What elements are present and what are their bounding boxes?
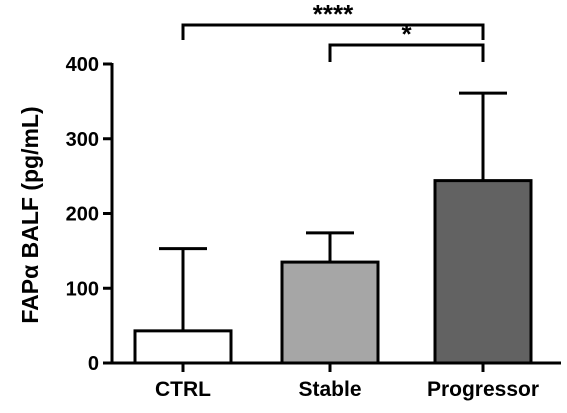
- y-tick-label-400: 400: [66, 54, 99, 76]
- significance-bracket-1: [181, 23, 485, 40]
- bar-stable: [280, 260, 380, 365]
- significance-bracket-2: [328, 43, 485, 62]
- y-tick-label-100: 100: [66, 278, 99, 300]
- x-tick-label-progressor: Progressor: [427, 378, 539, 401]
- y-tick-label-0: 0: [88, 353, 99, 375]
- x-tick-label-ctrl: CTRL: [155, 378, 211, 401]
- y-axis-label: FAPα BALF (pg/mL): [17, 106, 43, 323]
- significance-label-2: *: [401, 19, 412, 49]
- x-tick-label-stable: Stable: [298, 378, 361, 401]
- bar-progressor: [433, 179, 533, 365]
- bar-ctrl: [133, 329, 233, 365]
- significance-label-1: ****: [313, 0, 354, 29]
- y-tick-label-200: 200: [66, 204, 99, 226]
- y-tick-label-300: 300: [66, 129, 99, 151]
